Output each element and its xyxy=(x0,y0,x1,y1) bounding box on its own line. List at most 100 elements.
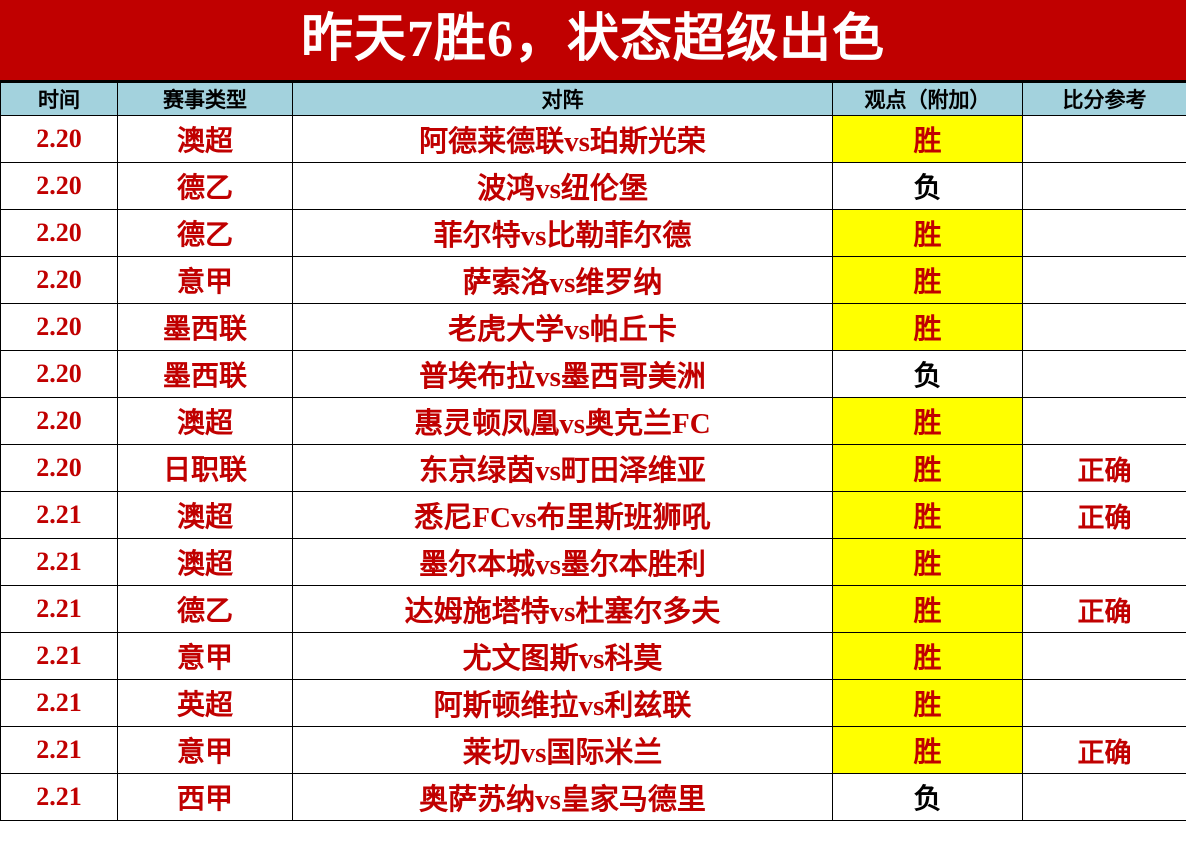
cell-match: 阿德莱德联vs珀斯光荣 xyxy=(292,115,833,163)
cell-match: 奥萨苏纳vs皇家马德里 xyxy=(292,773,833,821)
cell-view: 胜 xyxy=(832,397,1023,445)
cell-match: 波鸿vs纽伦堡 xyxy=(292,162,833,210)
cell-time: 2.20 xyxy=(0,444,118,492)
cell-match: 墨尔本城vs墨尔本胜利 xyxy=(292,538,833,586)
cell-league: 德乙 xyxy=(117,585,293,633)
cell-time: 2.20 xyxy=(0,303,118,351)
table-row: 2.21 英超 阿斯顿维拉vs利兹联胜 xyxy=(0,679,1186,727)
cell-score xyxy=(1022,115,1186,163)
cell-league: 澳超 xyxy=(117,397,293,445)
title-banner: 昨天7胜6，状态超级出色 xyxy=(0,0,1186,82)
cell-score xyxy=(1022,162,1186,210)
cell-league: 意甲 xyxy=(117,256,293,304)
page-title: 昨天7胜6，状态超级出色 xyxy=(300,11,885,68)
column-header-time: 时间 xyxy=(0,82,118,116)
cell-match: 阿斯顿维拉vs利兹联 xyxy=(292,679,833,727)
cell-score: 正确 xyxy=(1022,491,1186,539)
cell-view: 负 xyxy=(832,773,1023,821)
cell-match: 莱切vs国际米兰 xyxy=(292,726,833,774)
cell-league: 西甲 xyxy=(117,773,293,821)
cell-view: 胜 xyxy=(832,115,1023,163)
table-row: 2.20 日职联 东京绿茵vs町田泽维亚胜正确 xyxy=(0,444,1186,492)
predictions-table: 时间 赛事类型 对阵 观点（附加） 比分参考 2.20 澳超 阿德莱德联vs珀斯光荣… xyxy=(0,82,1186,821)
column-header-score: 比分参考 xyxy=(1022,82,1186,116)
cell-league: 墨西联 xyxy=(117,350,293,398)
table-row: 2.20 德乙 波鸿vs纽伦堡负 xyxy=(0,162,1186,210)
cell-time: 2.21 xyxy=(0,726,118,774)
cell-league: 墨西联 xyxy=(117,303,293,351)
cell-view: 胜 xyxy=(832,585,1023,633)
cell-score xyxy=(1022,303,1186,351)
cell-league: 澳超 xyxy=(117,491,293,539)
cell-match: 达姆施塔特vs杜塞尔多夫 xyxy=(292,585,833,633)
cell-score: 正确 xyxy=(1022,726,1186,774)
cell-match: 菲尔特vs比勒菲尔德 xyxy=(292,209,833,257)
cell-view: 负 xyxy=(832,162,1023,210)
cell-score xyxy=(1022,397,1186,445)
cell-view: 胜 xyxy=(832,444,1023,492)
cell-score: 正确 xyxy=(1022,585,1186,633)
cell-view: 胜 xyxy=(832,256,1023,304)
cell-score xyxy=(1022,538,1186,586)
cell-time: 2.20 xyxy=(0,397,118,445)
cell-view: 胜 xyxy=(832,679,1023,727)
table-row: 2.21 澳超 墨尔本城vs墨尔本胜利胜 xyxy=(0,538,1186,586)
table-row: 2.20 意甲 萨索洛vs维罗纳胜 xyxy=(0,256,1186,304)
cell-time: 2.20 xyxy=(0,256,118,304)
cell-league: 意甲 xyxy=(117,632,293,680)
cell-league: 德乙 xyxy=(117,209,293,257)
cell-match: 尤文图斯vs科莫 xyxy=(292,632,833,680)
table-row: 2.21 西甲 奥萨苏纳vs皇家马德里负 xyxy=(0,773,1186,821)
cell-time: 2.20 xyxy=(0,350,118,398)
cell-time: 2.20 xyxy=(0,162,118,210)
cell-match: 东京绿茵vs町田泽维亚 xyxy=(292,444,833,492)
cell-view: 胜 xyxy=(832,303,1023,351)
cell-view: 胜 xyxy=(832,209,1023,257)
cell-view: 负 xyxy=(832,350,1023,398)
column-header-match: 对阵 xyxy=(292,82,833,116)
cell-score xyxy=(1022,632,1186,680)
cell-view: 胜 xyxy=(832,632,1023,680)
cell-match: 惠灵顿凤凰vs奥克兰FC xyxy=(292,397,833,445)
table-header-row: 时间 赛事类型 对阵 观点（附加） 比分参考 xyxy=(0,82,1186,116)
column-header-view: 观点（附加） xyxy=(832,82,1023,116)
cell-time: 2.21 xyxy=(0,632,118,680)
cell-score: 正确 xyxy=(1022,444,1186,492)
cell-score xyxy=(1022,773,1186,821)
cell-view: 胜 xyxy=(832,538,1023,586)
table-header: 时间 赛事类型 对阵 观点（附加） 比分参考 xyxy=(0,82,1186,116)
cell-time: 2.21 xyxy=(0,773,118,821)
cell-time: 2.21 xyxy=(0,491,118,539)
cell-league: 澳超 xyxy=(117,538,293,586)
table-row: 2.20 澳超 阿德莱德联vs珀斯光荣胜 xyxy=(0,115,1186,163)
table-row: 2.21 意甲 尤文图斯vs科莫胜 xyxy=(0,632,1186,680)
cell-match: 老虎大学vs帕丘卡 xyxy=(292,303,833,351)
cell-score xyxy=(1022,350,1186,398)
cell-score xyxy=(1022,256,1186,304)
table-row: 2.20 墨西联 老虎大学vs帕丘卡胜 xyxy=(0,303,1186,351)
cell-score xyxy=(1022,209,1186,257)
cell-time: 2.21 xyxy=(0,538,118,586)
cell-match: 普埃布拉vs墨西哥美洲 xyxy=(292,350,833,398)
table-row: 2.20 澳超 惠灵顿凤凰vs奥克兰FC 胜 xyxy=(0,397,1186,445)
table-row: 2.21 澳超 悉尼FCvs布里斯班狮吼胜正确 xyxy=(0,491,1186,539)
cell-view: 胜 xyxy=(832,491,1023,539)
table-row: 2.21 意甲 莱切vs国际米兰胜正确 xyxy=(0,726,1186,774)
cell-time: 2.21 xyxy=(0,679,118,727)
cell-league: 英超 xyxy=(117,679,293,727)
cell-league: 日职联 xyxy=(117,444,293,492)
table-row: 2.21 德乙 达姆施塔特vs杜塞尔多夫胜正确 xyxy=(0,585,1186,633)
table-body: 2.20 澳超 阿德莱德联vs珀斯光荣胜 2.20 德乙 波鸿vs纽伦堡负 2.20 德乙 菲尔… xyxy=(0,115,1186,821)
cell-match: 萨索洛vs维罗纳 xyxy=(292,256,833,304)
cell-time: 2.20 xyxy=(0,115,118,163)
cell-time: 2.21 xyxy=(0,585,118,633)
column-header-league: 赛事类型 xyxy=(117,82,293,116)
cell-time: 2.20 xyxy=(0,209,118,257)
cell-league: 澳超 xyxy=(117,115,293,163)
cell-league: 意甲 xyxy=(117,726,293,774)
cell-league: 德乙 xyxy=(117,162,293,210)
cell-match: 悉尼FCvs布里斯班狮吼 xyxy=(292,491,833,539)
cell-score xyxy=(1022,679,1186,727)
table-row: 2.20 墨西联 普埃布拉vs墨西哥美洲负 xyxy=(0,350,1186,398)
